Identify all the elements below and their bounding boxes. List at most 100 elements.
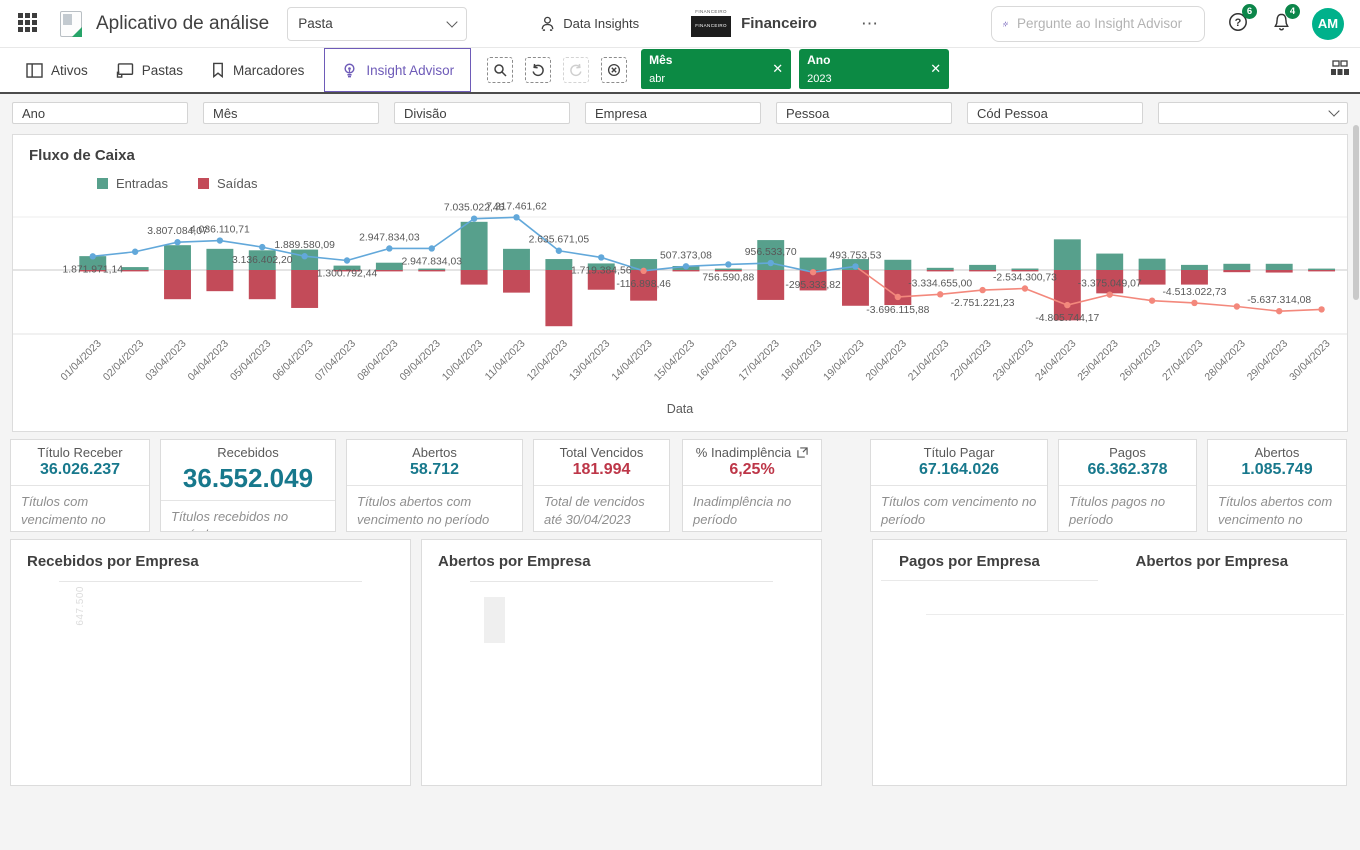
selection-field: Mês <box>649 53 673 67</box>
svg-text:-2.534.300,73: -2.534.300,73 <box>993 272 1057 283</box>
tab-marcadores-label: Marcadores <box>233 62 305 78</box>
svg-text:493.753,53: 493.753,53 <box>830 250 882 261</box>
kpi-inadimplencia: % Inadimplência 6,25% Inadimplência no p… <box>682 439 822 532</box>
filter-mes[interactable]: Mês <box>203 102 379 124</box>
selection-value: abr <box>649 73 666 86</box>
notifications-badge: 4 <box>1285 4 1300 19</box>
y-axis-tick-label: 647.500 <box>75 586 86 626</box>
svg-text:1.719.384,56: 1.719.384,56 <box>571 265 632 276</box>
svg-text:22/04/2023: 22/04/2023 <box>949 338 994 383</box>
more-options-icon[interactable]: ⋯ <box>860 13 879 33</box>
svg-text:29/04/2023: 29/04/2023 <box>1246 338 1291 383</box>
help-button[interactable]: ? 6 <box>1227 4 1257 36</box>
filter-cod-pessoa[interactable]: Cód Pessoa <box>967 102 1143 124</box>
popout-icon[interactable] <box>797 447 808 458</box>
svg-text:-3.334.655,00: -3.334.655,00 <box>908 278 972 289</box>
kpi-subtitle: Total de vencidos até 30/04/2023 <box>544 494 645 527</box>
smart-search-button[interactable] <box>487 57 514 83</box>
kpi-titulo-pagar: Título Pagar 67.164.026 Títulos com venc… <box>870 439 1048 532</box>
app-launcher-icon[interactable] <box>18 12 40 35</box>
search-icon <box>494 64 507 77</box>
pagos-por-empresa-panel[interactable]: Pagos por Empresa <box>873 553 1110 581</box>
kpi-title: Abertos <box>1254 445 1300 460</box>
app-header: Aplicativo de análise Pasta Data Insight… <box>0 0 1360 48</box>
svg-text:-4.805.744,17: -4.805.744,17 <box>1035 313 1099 324</box>
filter-empresa[interactable]: Empresa <box>585 102 761 124</box>
tab-ativos[interactable]: Ativos <box>12 48 102 92</box>
clear-selections-button[interactable] <box>601 57 628 83</box>
selection-field: Ano <box>807 53 831 67</box>
kpi-row: Título Receber 36.026.237 Títulos com ve… <box>10 439 1360 532</box>
kpi-value: 66.362.378 <box>1087 461 1168 478</box>
svg-text:3.807.084,07: 3.807.084,07 <box>147 226 208 237</box>
svg-text:21/04/2023: 21/04/2023 <box>907 338 952 383</box>
kpi-subtitle: Inadimplência no período <box>693 494 792 527</box>
kpi-value: 67.164.026 <box>918 461 1000 478</box>
svg-text:-295.333,82: -295.333,82 <box>785 280 841 291</box>
user-avatar[interactable]: AM <box>1312 7 1344 40</box>
chart-title: Recebidos por Empresa <box>27 553 199 570</box>
legend-label: Saídas <box>217 176 258 191</box>
filter-ano[interactable]: Ano <box>12 102 188 124</box>
cash-flow-chart-card[interactable]: Fluxo de Caixa Entradas Saídas 1.871.971… <box>12 134 1348 432</box>
selection-value: 2023 <box>807 73 832 86</box>
tab-insight-advisor-label: Insight Advisor <box>366 62 455 78</box>
selection-chip-mes[interactable]: Mês abr ✕ <box>641 49 792 89</box>
kpi-value: 36.026.237 <box>39 461 121 478</box>
chart-legend: Entradas Saídas <box>97 176 1347 191</box>
tab-insight-advisor[interactable]: Insight Advisor <box>324 48 472 92</box>
pagos-abertos-empresa-card[interactable]: Pagos por Empresa Abertos por Empresa <box>872 539 1347 786</box>
abertos-por-empresa-chart[interactable]: Abertos por Empresa <box>421 539 822 786</box>
insight-advisor-searchbox[interactable] <box>991 5 1205 42</box>
data-insights-button[interactable]: Data Insights <box>539 15 639 32</box>
filter-variable-dropdown[interactable] <box>1158 102 1348 124</box>
kpi-value: 6,25% <box>729 461 775 478</box>
cash-flow-combo-chart[interactable]: 1.871.971,14 3.807.084,074.036.110,71 3.13… <box>13 191 1347 399</box>
sheet-navigator-icon[interactable] <box>1330 60 1350 80</box>
person-icon <box>541 16 554 31</box>
step-forward-button[interactable] <box>563 57 590 83</box>
svg-text:02/04/2023: 02/04/2023 <box>101 338 146 383</box>
svg-text:10/04/2023: 10/04/2023 <box>440 338 485 383</box>
svg-text:12/04/2023: 12/04/2023 <box>525 338 570 383</box>
svg-text:08/04/2023: 08/04/2023 <box>356 338 401 383</box>
sheet-selector-value: Pasta <box>298 16 333 31</box>
svg-text:05/04/2023: 05/04/2023 <box>229 338 274 383</box>
svg-text:15/04/2023: 15/04/2023 <box>652 338 697 383</box>
tab-pastas[interactable]: Pastas <box>102 48 197 92</box>
insight-advisor-input[interactable] <box>1017 16 1194 31</box>
filter-divisao[interactable]: Divisão <box>394 102 570 124</box>
svg-text:07/04/2023: 07/04/2023 <box>313 338 358 383</box>
recebidos-por-empresa-chart[interactable]: Recebidos por Empresa 647.500 <box>10 539 411 786</box>
selection-chip-ano[interactable]: Ano 2023 ✕ <box>799 49 950 89</box>
help-badge: 6 <box>1242 4 1257 19</box>
step-back-button[interactable] <box>525 57 552 83</box>
notifications-button[interactable]: 4 <box>1271 4 1300 36</box>
tab-pastas-label: Pastas <box>141 62 184 78</box>
svg-text:4.036.110,71: 4.036.110,71 <box>190 225 250 236</box>
vertical-scrollbar[interactable] <box>1353 125 1359 300</box>
assets-panel-icon <box>26 62 43 78</box>
legend-swatch-red <box>198 178 210 189</box>
kpi-total-vencidos: Total Vencidos 181.994 Total de vencidos… <box>533 439 670 532</box>
kpi-subtitle: Títulos abertos com vencimento no períod… <box>357 494 490 527</box>
abertos-por-empresa-panel[interactable]: Abertos por Empresa <box>1110 553 1347 581</box>
kpi-subtitle: Títulos recebidos no período <box>171 509 289 531</box>
legend-saidas[interactable]: Saídas <box>198 176 258 191</box>
svg-text:03/04/2023: 03/04/2023 <box>144 338 189 383</box>
legend-entradas[interactable]: Entradas <box>97 176 168 191</box>
svg-text:7.035.022,46: 7.035.022,46 <box>444 203 505 214</box>
remove-selection-icon[interactable]: ✕ <box>930 61 942 77</box>
kpi-title: % Inadimplência <box>695 445 792 460</box>
kpi-value: 58.712 <box>410 461 459 478</box>
chart-title: Fluxo de Caixa <box>29 147 135 164</box>
kpi-pagos: Pagos 66.362.378 Títulos pagos no períod… <box>1058 439 1197 532</box>
svg-text:3.136.402,20: 3.136.402,20 <box>232 255 293 266</box>
remove-selection-icon[interactable]: ✕ <box>772 61 784 77</box>
svg-text:2.947.834,03: 2.947.834,03 <box>359 232 420 243</box>
svg-text:13/04/2023: 13/04/2023 <box>568 338 613 383</box>
filter-pessoa[interactable]: Pessoa <box>776 102 952 124</box>
sheet-selector-dropdown[interactable]: Pasta <box>287 6 468 41</box>
tab-marcadores[interactable]: Marcadores <box>197 48 318 92</box>
org-logo: FINANCEIRO FINANCEIRO <box>691 10 732 37</box>
